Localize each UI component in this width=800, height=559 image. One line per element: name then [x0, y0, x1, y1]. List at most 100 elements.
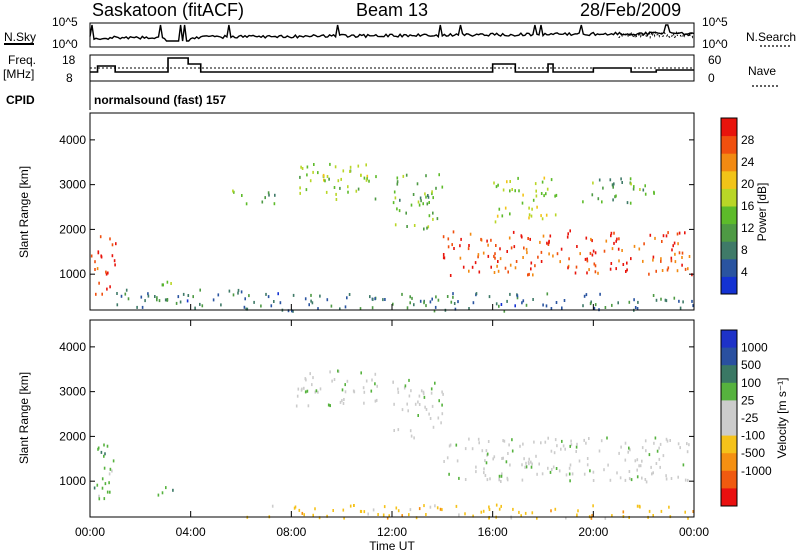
scatter-cell	[497, 269, 500, 273]
y-tick-label: 1000	[59, 474, 86, 488]
scatter-cell	[308, 303, 310, 307]
scatter-cell	[591, 193, 594, 197]
power-y-axis-label: Slant Range [km]	[17, 166, 31, 258]
scatter-cell	[267, 191, 270, 195]
scatter-cell	[497, 183, 499, 187]
scatter-cell	[399, 198, 401, 202]
scatter-cell	[435, 186, 437, 190]
noise-left-bottom-tick: 10^0	[52, 37, 78, 51]
scatter-cell	[554, 507, 557, 511]
scatter-cell	[629, 448, 631, 452]
scatter-cell	[509, 292, 511, 296]
scatter-cell	[592, 249, 595, 253]
scatter-cell	[560, 247, 563, 251]
scatter-cell	[165, 486, 167, 490]
colorbar-frame	[720, 329, 738, 507]
scatter-cell	[299, 186, 301, 190]
scatter-cell	[512, 230, 515, 234]
scatter-cell	[620, 177, 622, 181]
scatter-cell	[618, 451, 620, 455]
scatter-cell	[417, 200, 420, 204]
scatter-cell	[394, 223, 397, 227]
scatter-cell	[460, 237, 462, 241]
scatter-cell	[433, 309, 436, 313]
scatter-cell	[426, 202, 429, 206]
scatter-cell	[673, 296, 676, 300]
scatter-cell	[94, 260, 96, 264]
scatter-cell	[614, 195, 616, 199]
scatter-cell	[498, 304, 500, 308]
scatter-cell	[594, 303, 597, 307]
scatter-cell	[666, 439, 669, 443]
scatter-cell	[514, 304, 516, 308]
colorbar-tick-label: 25	[741, 393, 755, 407]
scatter-cell	[686, 450, 689, 454]
velocity-plot-frame	[89, 319, 695, 518]
scatter-cell	[583, 438, 585, 442]
scatter-cell	[409, 429, 412, 433]
scatter-cell	[567, 232, 569, 236]
scatter-cell	[601, 200, 603, 204]
scatter-cell	[692, 304, 694, 308]
scatter-cell	[612, 185, 614, 189]
scatter-cell	[100, 450, 103, 454]
scatter-cell	[408, 394, 411, 398]
scatter-cell	[651, 472, 653, 476]
scatter-cell	[527, 273, 529, 277]
scatter-cell	[331, 379, 333, 383]
scatter-cell	[641, 476, 643, 480]
date-label: 28/Feb/2009	[580, 0, 681, 20]
scatter-cell	[533, 440, 535, 444]
scatter-cell	[539, 240, 541, 244]
colorbar-cell	[721, 223, 737, 242]
scatter-cell	[429, 417, 432, 420]
scatter-cell	[591, 239, 593, 243]
scatter-cell	[521, 478, 524, 482]
scatter-cell	[322, 173, 325, 177]
colorbar-tick-label: -1000	[741, 464, 772, 478]
scatter-cell	[140, 295, 143, 299]
scatter-cell	[668, 505, 670, 509]
scatter-cell	[243, 305, 246, 309]
scatter-cell	[157, 493, 160, 497]
scatter-cell	[602, 186, 604, 190]
scatter-cell	[237, 291, 239, 295]
scatter-cell	[537, 255, 539, 259]
colorbar-tick-label: -500	[741, 446, 765, 460]
scatter-cell	[106, 490, 109, 494]
y-tick-label: 3000	[59, 385, 86, 399]
scatter-cell	[532, 298, 534, 301]
scatter-cell	[543, 194, 545, 198]
scatter-cell	[355, 189, 358, 193]
scatter-cell	[509, 212, 511, 216]
scatter-cell	[613, 241, 615, 245]
scatter-cell	[547, 436, 549, 440]
scatter-cell	[541, 472, 544, 476]
scatter-cell	[482, 251, 485, 255]
scatter-cell	[636, 504, 639, 508]
scatter-cell	[468, 269, 470, 273]
scatter-cell	[540, 260, 543, 263]
scatter-cell	[495, 302, 498, 306]
scatter-cell	[357, 164, 360, 168]
scatter-cell	[464, 447, 467, 451]
scatter-cell	[113, 259, 116, 263]
scatter-cell	[521, 463, 523, 467]
scatter-cell	[416, 182, 419, 186]
scatter-cell	[592, 504, 594, 508]
scatter-cell	[536, 205, 538, 209]
scatter-cell	[314, 507, 316, 511]
scatter-cell	[419, 299, 422, 303]
scatter-cell	[96, 483, 99, 487]
scatter-cell	[359, 307, 362, 311]
scatter-cell	[120, 294, 123, 298]
scatter-cell	[512, 507, 514, 511]
scatter-cell	[425, 513, 427, 516]
scatter-cell	[404, 384, 407, 388]
scatter-cell	[484, 459, 486, 463]
scatter-cell	[634, 459, 637, 463]
scatter-cell	[568, 472, 571, 476]
scatter-cell	[488, 508, 491, 511]
scatter-cell	[569, 479, 571, 483]
scatter-cell	[610, 262, 613, 265]
